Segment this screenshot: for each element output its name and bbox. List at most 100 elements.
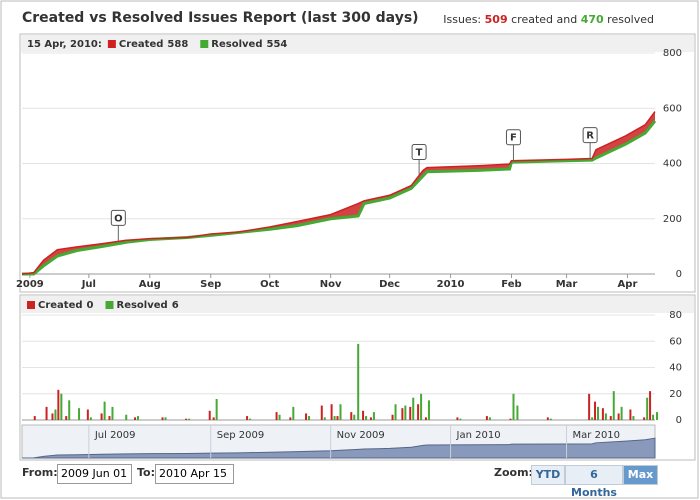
bar [649,391,652,420]
y-tick-label: 400 [663,159,682,170]
report-title: Created vs Resolved Issues Report (last … [22,10,419,26]
bar [509,418,512,420]
bar [652,414,655,420]
x-tick-label: Mar [556,279,578,290]
bar [620,406,623,420]
bar [412,397,415,420]
legend-value: 0 [87,300,94,311]
bar [588,393,591,420]
legend-swatch [27,301,35,309]
bar [394,404,397,420]
bar [369,417,372,420]
summary-resolved: 470 [580,13,604,26]
zoom-button[interactable]: YTD [531,465,565,485]
bar [54,409,57,420]
to-input[interactable]: 2010 Apr 15 [155,464,234,484]
bar [427,400,430,420]
y-tick-label: 80 [669,310,682,321]
y-tick-label: 600 [663,103,682,114]
bar [161,417,164,420]
bar [404,405,407,420]
bar [401,408,404,420]
legend-name: Created [38,300,83,311]
y-tick-label: 800 [663,48,682,59]
x-tick-label: Oct [260,279,279,290]
summary: Issues: 509 created and 470 resolved [443,13,654,26]
bar [185,418,188,420]
bar [308,416,311,420]
flag-label: F [510,133,517,144]
bar [646,397,649,420]
bar [512,393,515,420]
y-tick-label: 40 [669,363,682,374]
x-tick-label: Nov [320,279,342,290]
bar [278,414,281,420]
bar [336,416,339,420]
from-label: From: [22,466,58,479]
bar [516,405,519,420]
bar [656,412,658,420]
bar [643,417,646,420]
bar [333,416,336,420]
zoom-label: Zoom: [494,466,533,479]
bar [424,417,427,420]
bar [417,404,420,420]
legend-swatch [200,40,209,48]
bar [68,400,71,420]
summary-middle: created and [511,13,578,26]
bar [100,413,103,420]
x-tick-label: Jul [81,279,96,290]
summary-prefix: Issues: [443,13,482,26]
bar [33,416,36,420]
bar [164,417,167,420]
y-tick-label: 200 [663,214,682,225]
x-tick-label: Sep [200,279,221,290]
bar [372,412,375,420]
bar [275,412,278,420]
bar [330,404,333,420]
bar [249,418,252,420]
x-tick-label: 2010 [437,279,465,290]
legend-value: 588 [167,39,188,50]
legend-date: 15 Apr, 2010: [27,39,102,50]
top-legend-bar [21,35,694,52]
x-tick-label: Feb [501,279,521,290]
navigator-tick-label: Sep 2009 [217,430,264,441]
from-input[interactable]: 2009 Jun 01 [57,464,132,484]
bar [609,416,612,420]
navigator-tick-label: Mar 2010 [573,430,621,441]
zoom-button[interactable]: 6 Months [565,465,623,499]
bar [289,417,292,420]
legend-name: Resolved [117,300,168,311]
navigator-area [21,437,656,459]
bar [601,408,604,420]
bar [409,406,412,420]
zoom-button[interactable]: Max [623,465,658,485]
bottom-legend-bar [21,296,694,313]
legend-value: 554 [266,39,287,50]
bar [125,414,128,420]
series-line [21,111,656,275]
series-line [22,120,657,276]
y-tick-label: 0 [676,415,682,426]
bar [208,410,211,420]
bar [391,414,394,420]
bar [86,409,89,420]
bar [546,417,549,420]
summary-suffix: resolved [607,13,654,26]
bar [137,416,140,420]
x-tick-label: 2009 [16,279,44,290]
x-tick-label: Aug [139,279,161,290]
bar [339,404,342,420]
legend-name: Created [119,39,164,50]
bar [45,406,48,420]
flag [505,129,521,146]
bar [215,399,218,420]
y-tick-label: 60 [669,336,682,347]
bar [549,418,552,420]
bar [604,413,607,420]
bar [353,414,356,420]
bar [488,417,491,420]
